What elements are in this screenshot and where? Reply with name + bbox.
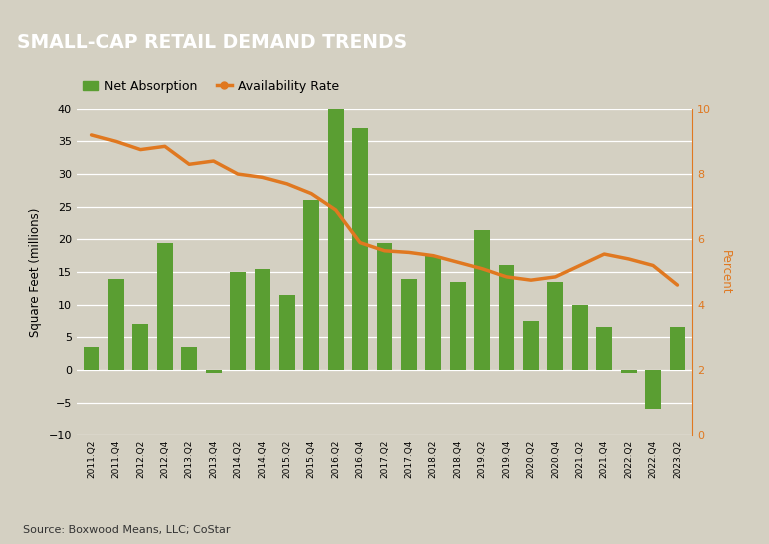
Bar [596, 327, 612, 370]
Bar [523, 321, 539, 370]
Bar [132, 324, 148, 370]
Y-axis label: Percent: Percent [719, 250, 732, 294]
Bar [572, 305, 588, 370]
Text: SMALL-CAP RETAIL DEMAND TRENDS: SMALL-CAP RETAIL DEMAND TRENDS [17, 33, 407, 52]
Legend: Net Absorption, Availability Rate: Net Absorption, Availability Rate [83, 80, 339, 93]
Bar [328, 109, 344, 370]
Bar [84, 347, 99, 370]
Bar [279, 295, 295, 370]
Text: Source: Boxwood Means, LLC; CoStar: Source: Boxwood Means, LLC; CoStar [23, 525, 231, 535]
Bar [621, 370, 637, 373]
Bar [181, 347, 197, 370]
Bar [401, 279, 417, 370]
Bar [303, 200, 319, 370]
Bar [108, 279, 124, 370]
Bar [157, 243, 173, 370]
Bar [352, 128, 368, 370]
Bar [425, 256, 441, 370]
Bar [670, 327, 685, 370]
Bar [255, 269, 271, 370]
Bar [645, 370, 661, 409]
Bar [230, 272, 246, 370]
Bar [450, 282, 466, 370]
Bar [205, 370, 221, 373]
Bar [548, 282, 564, 370]
Bar [377, 243, 392, 370]
Bar [498, 265, 514, 370]
Bar [474, 230, 490, 370]
Y-axis label: Square Feet (millions): Square Feet (millions) [28, 207, 42, 337]
